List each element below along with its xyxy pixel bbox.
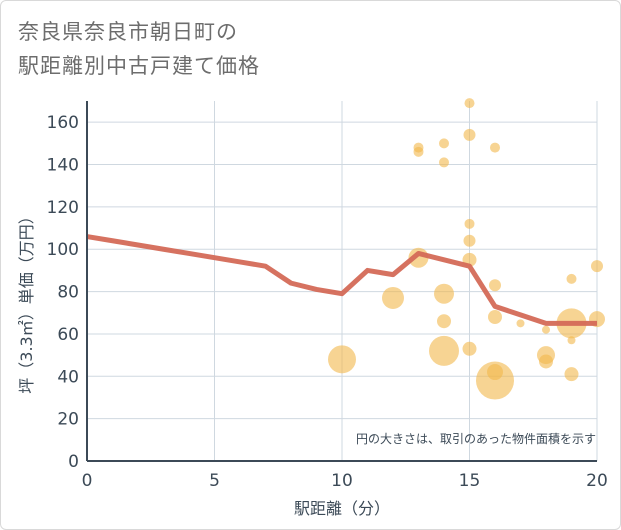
bubble-series — [328, 98, 605, 400]
bubble-point — [564, 367, 579, 382]
bubble-point — [489, 279, 501, 292]
y-tick-label: 120 — [47, 198, 79, 218]
y-tick-label: 100 — [47, 240, 79, 260]
bubble-point — [413, 146, 424, 157]
bubble-point — [591, 260, 603, 273]
trend-line — [86, 234, 597, 326]
bubble-point — [439, 138, 449, 149]
grid-lines — [87, 101, 598, 461]
bubble-point — [464, 98, 475, 109]
y-tick-label: 140 — [47, 156, 79, 176]
bubble-point — [434, 283, 454, 304]
bubble-point — [463, 234, 476, 247]
chart-title: 奈良県奈良市朝日町の 駅距離別中古戸建て価格 — [18, 15, 260, 83]
bubble-point — [462, 341, 477, 356]
y-tick-label: 40 — [57, 367, 79, 387]
y-tick-label: 20 — [57, 410, 79, 430]
bubble-point — [566, 273, 577, 284]
bubble-point — [439, 157, 449, 168]
chart-title-line-2: 駅距離別中古戸建て価格 — [18, 54, 260, 78]
tick-labels: 0 20 40 60 80 100 120 140 160 0 5 10 15 20 — [47, 113, 608, 491]
x-tick-label: 20 — [586, 471, 608, 491]
y-tick-label: 160 — [47, 113, 79, 133]
y-tick-label: 0 — [68, 452, 79, 472]
trend-line-series — [86, 234, 597, 326]
x-axis-title: 駅距離（分） — [294, 499, 390, 518]
y-tick-label: 80 — [57, 283, 79, 303]
bubble-point — [476, 361, 514, 400]
bubble-size-note: 円の大きさは、取引のあった物件面積を示す — [356, 431, 596, 446]
y-tick-label: 60 — [57, 325, 79, 345]
bubble-point — [429, 335, 459, 366]
bubble-point — [542, 325, 550, 334]
x-tick-label: 10 — [331, 471, 353, 491]
bubble-point — [464, 218, 475, 229]
bubble-point — [437, 314, 451, 329]
bubble-point — [382, 286, 404, 309]
x-tick-label: 5 — [209, 471, 220, 491]
bubble-point — [516, 319, 525, 328]
bubble-point — [328, 345, 356, 374]
axes — [86, 101, 597, 462]
x-tick-label: 0 — [82, 471, 93, 491]
bubble-point — [463, 128, 476, 141]
y-axis-title: 坪（3.3㎡）単価（万円） — [17, 208, 36, 393]
x-tick-label: 15 — [459, 471, 481, 491]
bubble-point — [488, 310, 502, 324]
chart-title-line-1: 奈良県奈良市朝日町の — [18, 20, 238, 44]
bubble-point — [539, 354, 553, 369]
bubble-point — [490, 142, 500, 153]
bubble-point — [567, 336, 576, 345]
